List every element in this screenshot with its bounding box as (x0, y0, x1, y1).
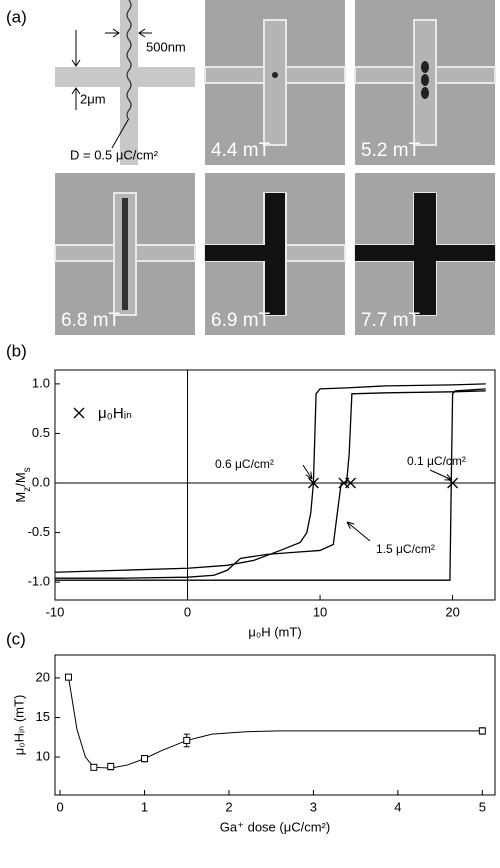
field-label: 7.7 mT (361, 310, 421, 331)
width-label: 500nm (146, 39, 186, 54)
domain (265, 193, 285, 315)
arrow-head (444, 474, 453, 481)
y-tick-label: 10 (36, 748, 50, 763)
data-point (478, 727, 486, 735)
legend-label: μ₀Hᵢₙ (98, 405, 132, 422)
annotation-arrow (302, 464, 313, 480)
micrograph: 6.9 mT (204, 173, 346, 335)
x-tick-label: 3 (310, 799, 317, 814)
y-tick-label: 15 (36, 709, 50, 724)
arrows-width (105, 28, 152, 38)
y-label-part: z (22, 487, 33, 492)
data-point (90, 763, 98, 771)
x-tick-label: 0 (56, 799, 63, 814)
x-axis-label: Ga⁺ dose (μC/cm²) (220, 819, 330, 834)
panel-label: (a) (6, 7, 27, 26)
arrow-dose (111, 119, 129, 149)
y-tick-label: 0.5 (32, 425, 50, 440)
y-tick-label: 0.0 (32, 474, 50, 489)
spacing-label: 2μm (80, 91, 106, 106)
data-point (107, 763, 115, 771)
y-axis-label: Mz/Ms (13, 467, 33, 502)
hysteresis-curve (55, 390, 486, 579)
fit-curve (68, 677, 483, 769)
hysteresis-curve (54, 383, 486, 573)
domain (414, 193, 436, 315)
y-label-part: /M (13, 472, 28, 486)
cross-marker (307, 477, 319, 489)
domain (272, 72, 278, 78)
x-tick-label: 10 (313, 604, 327, 619)
micrograph: 5.2 mT (354, 0, 496, 165)
field-label: 4.4 mT (211, 140, 271, 161)
y-label-part: s (22, 467, 33, 472)
x-tick-label: 20 (445, 604, 459, 619)
wire-horizontal (55, 67, 195, 87)
panel-label: (c) (6, 629, 26, 648)
cross-marker (73, 407, 85, 419)
hysteresis-curve (55, 388, 486, 581)
arrows-spacing (71, 30, 81, 110)
data-point (141, 755, 149, 763)
data-point (65, 673, 73, 681)
field-label: 5.2 mT (361, 140, 421, 161)
micrograph: 4.4 mT (204, 0, 346, 165)
domain (122, 198, 128, 310)
x-tick-label: 2 (225, 799, 232, 814)
domain (421, 87, 429, 99)
micrograph: 7.7 mT (354, 173, 496, 335)
y-tick-label: -1.0 (28, 574, 50, 589)
x-tick-label: 1 (141, 799, 148, 814)
domain (421, 74, 429, 86)
field-label: 6.9 mT (211, 310, 271, 331)
y-tick-label: 1.0 (32, 375, 50, 390)
field-label: 6.8 mT (61, 310, 121, 331)
arrow-head (346, 521, 355, 529)
cross-marker (447, 477, 459, 489)
panel-label: (b) (6, 341, 27, 360)
arrow-head (305, 471, 313, 480)
domain-wall (126, 0, 132, 121)
data-point (183, 736, 191, 744)
x-tick-label: -10 (46, 604, 65, 619)
x-tick-label: 4 (394, 799, 401, 814)
schematic: 500nm 2μm D = 0.5 μC/cm² (55, 0, 195, 165)
dose-label: D = 0.5 μC/cm² (70, 147, 159, 162)
x-axis-label: μ₀H (mT) (248, 624, 301, 639)
y-tick-label: 20 (36, 669, 50, 684)
curve-annotation: 1.5 μC/cm² (376, 542, 435, 556)
plot-frame (54, 369, 496, 601)
micrograph: 6.8 mT (54, 173, 196, 335)
domain (421, 61, 429, 73)
x-tick-label: 5 (479, 799, 486, 814)
plot-frame (54, 654, 496, 796)
curve-annotation: 0.6 μC/cm² (215, 457, 274, 471)
curve-annotation: 0.1 μC/cm² (407, 454, 466, 468)
annotation-arrow (346, 521, 371, 542)
x-tick-label: 0 (184, 604, 191, 619)
y-tick-label: -0.5 (28, 524, 50, 539)
cross-marker (345, 477, 357, 489)
y-axis-label: μ₀Hᵢₙ (mT) (11, 695, 26, 756)
wire-v (263, 19, 287, 146)
y-label-part: M (13, 492, 28, 503)
